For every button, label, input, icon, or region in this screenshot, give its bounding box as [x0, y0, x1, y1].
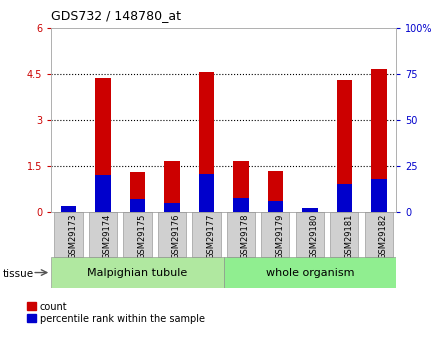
Text: GSM29175: GSM29175 [138, 214, 146, 259]
Text: GSM29178: GSM29178 [241, 214, 250, 259]
Bar [233, 161, 249, 212]
FancyBboxPatch shape [227, 212, 255, 257]
Bar [129, 172, 145, 212]
Text: GSM29174: GSM29174 [103, 214, 112, 259]
Bar [233, 198, 249, 212]
Text: whole organism: whole organism [266, 268, 354, 277]
Text: GDS732 / 148780_at: GDS732 / 148780_at [51, 9, 181, 22]
Bar [61, 206, 76, 212]
Text: tissue: tissue [2, 269, 33, 279]
FancyBboxPatch shape [330, 212, 359, 257]
Bar [129, 199, 145, 212]
Bar [336, 185, 352, 212]
Bar [164, 203, 180, 212]
Bar [302, 208, 318, 212]
FancyBboxPatch shape [89, 212, 117, 257]
Bar [164, 161, 180, 212]
Text: GSM29177: GSM29177 [206, 214, 215, 259]
Text: GSM29182: GSM29182 [379, 214, 388, 259]
Bar [371, 179, 387, 212]
Text: GSM29180: GSM29180 [310, 214, 319, 259]
Bar [267, 171, 283, 212]
Bar [371, 69, 387, 212]
FancyBboxPatch shape [224, 257, 396, 288]
FancyBboxPatch shape [158, 212, 186, 257]
Bar [198, 72, 214, 212]
FancyBboxPatch shape [54, 212, 83, 257]
Text: GSM29181: GSM29181 [344, 214, 353, 259]
Bar [198, 174, 214, 212]
Bar [61, 208, 76, 212]
Legend: count, percentile rank within the sample: count, percentile rank within the sample [27, 302, 205, 324]
FancyBboxPatch shape [123, 212, 152, 257]
FancyBboxPatch shape [364, 212, 393, 257]
FancyBboxPatch shape [192, 212, 221, 257]
FancyBboxPatch shape [295, 212, 324, 257]
Bar [95, 78, 111, 212]
FancyBboxPatch shape [51, 257, 224, 288]
Bar [336, 80, 352, 212]
Text: GSM29176: GSM29176 [172, 214, 181, 259]
Text: GSM29179: GSM29179 [275, 214, 284, 259]
Bar [267, 201, 283, 212]
Bar [302, 208, 318, 212]
FancyBboxPatch shape [261, 212, 290, 257]
Text: GSM29173: GSM29173 [69, 214, 77, 259]
Bar [95, 175, 111, 212]
Text: Malpighian tubule: Malpighian tubule [87, 268, 187, 277]
